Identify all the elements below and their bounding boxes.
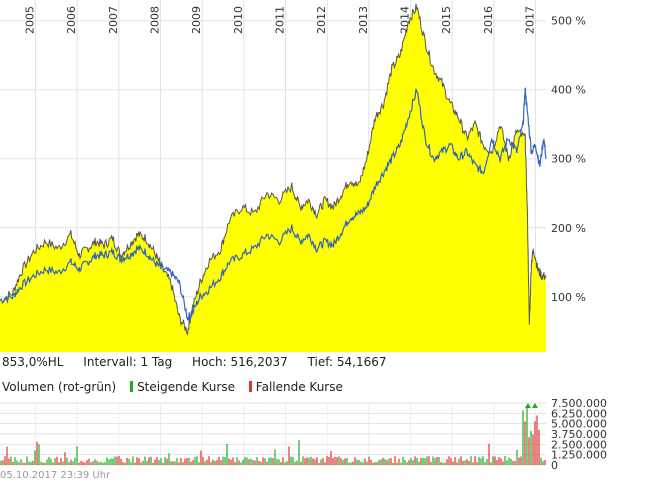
volume-tick-label: 2.500.000 — [551, 438, 607, 451]
y-tick-label: 400 % — [551, 84, 586, 97]
y-tick-label: 200 % — [551, 222, 586, 235]
x-tick-label: 2005 — [23, 6, 36, 34]
x-tick-label: 2015 — [440, 6, 453, 34]
volume-tick-label: 0 — [551, 459, 558, 472]
area-series-line — [0, 3, 547, 336]
x-tick-label: 2013 — [357, 6, 370, 34]
x-tick-label: 2011 — [274, 6, 287, 34]
x-tick-label: 2010 — [232, 6, 245, 34]
volume-overflow-arrow — [525, 403, 531, 408]
volume-tick-label: 5.000.000 — [551, 418, 607, 431]
volume-tick-label: 7.500.000 — [551, 397, 607, 410]
up-label: Steigende Kurse — [137, 380, 235, 394]
change-text: 853,0%HL — [2, 355, 64, 369]
x-tick-label: 2009 — [190, 6, 203, 34]
volume-legend: Volumen (rot-grün) Steigende Kurse Falle… — [2, 380, 343, 394]
x-tick-label: 2012 — [315, 6, 328, 34]
low-text: Tief: 54,1667 — [307, 355, 387, 369]
high-text: Hoch: 516,2037 — [192, 355, 288, 369]
y-tick-label: 100 % — [551, 291, 586, 304]
volume-overflow-arrow — [532, 403, 538, 408]
volume-tick-label: 6.250.000 — [551, 407, 607, 420]
up-swatch — [130, 381, 134, 392]
x-tick-label: 2016 — [482, 6, 495, 34]
info-row: 853,0%HL Intervall: 1 Tag Hoch: 516,2037… — [2, 355, 403, 369]
volume-tick-label: 3.750.000 — [551, 428, 607, 441]
interval-text: Intervall: 1 Tag — [83, 355, 173, 369]
y-tick-label: 300 % — [551, 153, 586, 166]
volume-tick-label: 1.250.000 — [551, 449, 607, 462]
x-tick-label: 2007 — [107, 6, 120, 34]
x-tick-label: 2006 — [65, 6, 78, 34]
x-tick-label: 2017 — [524, 6, 537, 34]
area-series-fill — [0, 3, 546, 353]
volume-title: Volumen (rot-grün) — [2, 380, 117, 394]
timestamp: 05.10.2017 23:39 Uhr — [0, 470, 111, 481]
y-tick-label: 500 % — [551, 15, 586, 28]
x-tick-label: 2008 — [148, 6, 161, 34]
down-swatch — [248, 381, 252, 392]
down-label: Fallende Kurse — [255, 380, 343, 394]
comparison-series-line — [0, 87, 547, 321]
